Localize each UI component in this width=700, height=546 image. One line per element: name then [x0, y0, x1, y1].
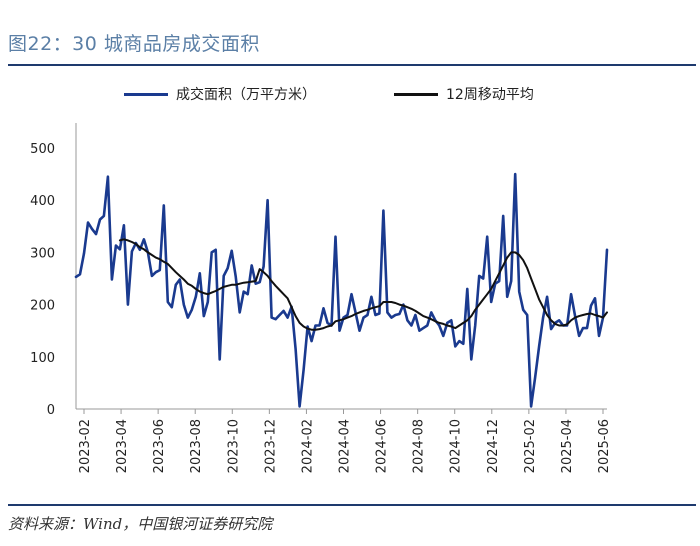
- figure-title: 图22：30 城商品房成交面积: [8, 33, 260, 55]
- source-note: 资料来源：Wind，中国银河证券研究院: [8, 515, 273, 533]
- legend-label-series-2: 12周移动平均: [446, 87, 534, 103]
- series-line-transaction-area: [74, 172, 609, 408]
- x-tick-label: 2025-02: [523, 419, 538, 473]
- x-tick-label: 2024-02: [300, 419, 315, 473]
- series-line-moving-average: [118, 238, 608, 331]
- legend-item-series-2: 12周移动平均: [394, 84, 534, 104]
- x-tick-label: 2025-04: [560, 419, 575, 473]
- legend-label-series-1: 成交面积（万平方米）: [176, 87, 316, 103]
- y-tick-label: 100: [30, 351, 55, 366]
- x-tick-label: 2023-10: [226, 419, 241, 473]
- y-tick-label: 400: [30, 194, 55, 209]
- legend-swatch-series-1: [124, 92, 168, 96]
- x-tick-label: 2023-12: [263, 419, 278, 473]
- bottom-rule: [8, 504, 696, 506]
- x-tick-label: 2023-04: [115, 419, 130, 473]
- x-tick-label: 2024-12: [486, 419, 501, 473]
- legend: 成交面积（万平方米） 12周移动平均: [0, 84, 700, 108]
- y-tick-label: 300: [30, 246, 55, 261]
- x-tick-label: 2023-08: [189, 419, 204, 473]
- x-tick-label: 2024-10: [449, 419, 464, 473]
- x-tick-label: 2024-06: [375, 419, 390, 473]
- y-tick-label: 0: [47, 403, 55, 418]
- top-rule: [8, 64, 696, 66]
- y-tick-label: 200: [30, 299, 55, 314]
- x-tick-label: 2023-02: [78, 419, 93, 473]
- x-tick-label: 2025-06: [597, 419, 612, 473]
- x-tick-label: 2023-06: [152, 419, 167, 473]
- legend-item-series-1: 成交面积（万平方米）: [124, 84, 316, 104]
- x-tick-label: 2024-08: [412, 419, 427, 473]
- x-tick-label: 2024-04: [338, 419, 353, 473]
- legend-swatch-series-2: [394, 92, 438, 96]
- y-tick-label: 500: [30, 142, 55, 157]
